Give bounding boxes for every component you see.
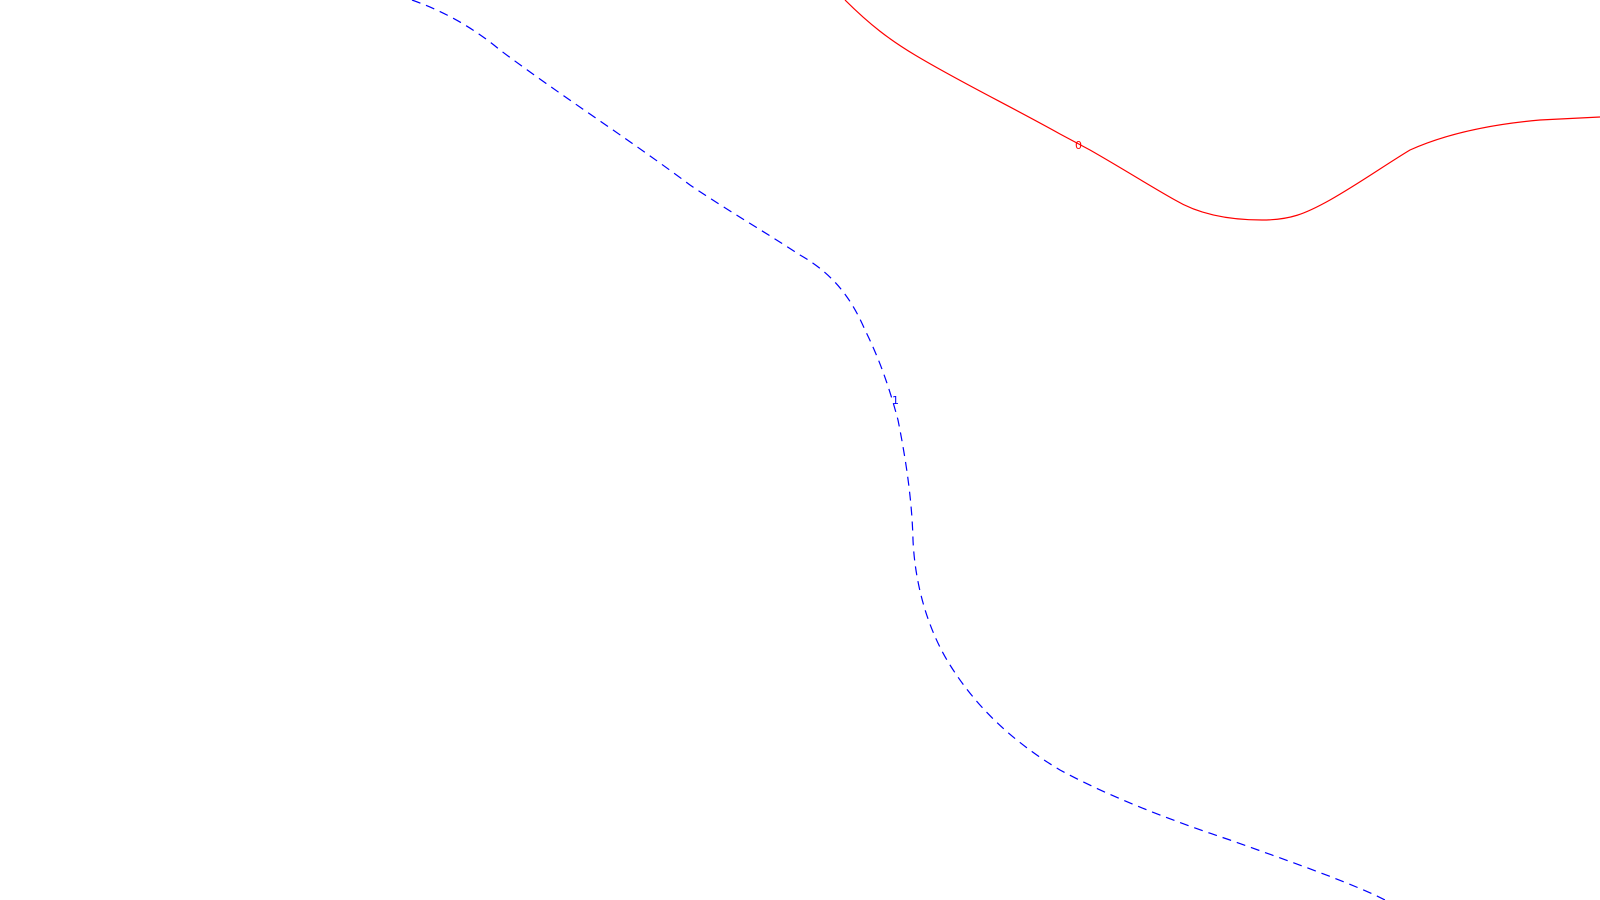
contour-label-0: 0 (1075, 139, 1082, 152)
contour-line-0 (844, 0, 1600, 221)
contour-line-1 (411, 0, 1386, 900)
contour-label-1: 1 (892, 394, 899, 407)
